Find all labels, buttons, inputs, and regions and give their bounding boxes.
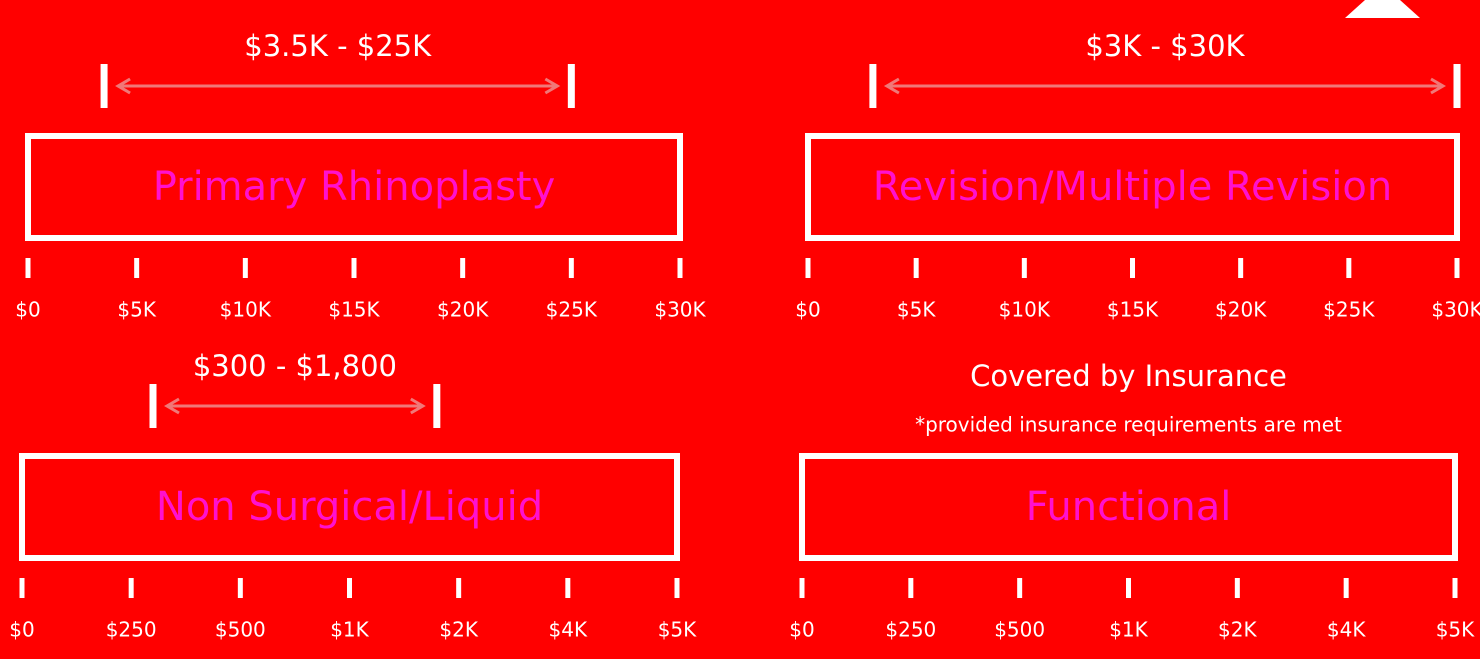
arrow-head (115, 77, 131, 95)
procedure-box (799, 453, 1458, 561)
tick-label: $5K (117, 298, 156, 322)
tick-label: $15K (328, 298, 380, 322)
tick-label: $0 (795, 298, 820, 322)
arrow-head (1430, 77, 1446, 95)
arrow-head (410, 397, 426, 415)
tick-label: $10K (999, 298, 1051, 322)
tick-label: $5K (897, 298, 936, 322)
tick-label: $1K (1109, 618, 1148, 642)
tick-label: $25K (546, 298, 598, 322)
tick-label: $10K (220, 298, 272, 322)
tick-label: $0 (789, 618, 814, 642)
tick-label: $15K (1107, 298, 1159, 322)
tick-label: $5K (1436, 618, 1475, 642)
insurance-heading: Covered by Insurance (970, 359, 1287, 393)
procedure-title: Functional (1026, 484, 1232, 530)
tick-label: $500 (994, 618, 1045, 642)
tick-label: $2K (439, 618, 478, 642)
procedure-title: Primary Rhinoplasty (153, 164, 556, 210)
procedure-box (25, 133, 683, 241)
corner-triangle (1345, 0, 1420, 18)
tick-label: $30K (654, 298, 706, 322)
tick-label: $5K (658, 618, 697, 642)
arrow-head (164, 397, 180, 415)
arrow-head (544, 77, 561, 95)
tick-label: $4K (1327, 618, 1366, 642)
tick-label: $1K (330, 618, 369, 642)
tick-label: $2K (1218, 618, 1257, 642)
procedure-title: Revision/Multiple Revision (873, 164, 1392, 210)
range-label: $3.5K - $25K (244, 29, 432, 63)
tick-label: $250 (885, 618, 936, 642)
tick-label: $250 (106, 618, 157, 642)
tick-label: $0 (15, 298, 40, 322)
tick-label: $25K (1323, 298, 1375, 322)
procedure-box (805, 133, 1460, 241)
tick-label: $20K (1215, 298, 1267, 322)
tick-label: $20K (437, 298, 489, 322)
arrow-head (883, 77, 900, 95)
tick-label: $30K (1431, 298, 1480, 322)
procedure-title: Non Surgical/Liquid (156, 484, 543, 530)
tick-label: $500 (215, 618, 266, 642)
procedure-box (19, 453, 680, 561)
tick-label: $4K (549, 618, 588, 642)
range-label: $300 - $1,800 (193, 349, 397, 383)
insurance-note: *provided insurance requirements are met (915, 413, 1342, 437)
range-label: $3K - $30K (1085, 29, 1245, 63)
tick-label: $0 (9, 618, 34, 642)
